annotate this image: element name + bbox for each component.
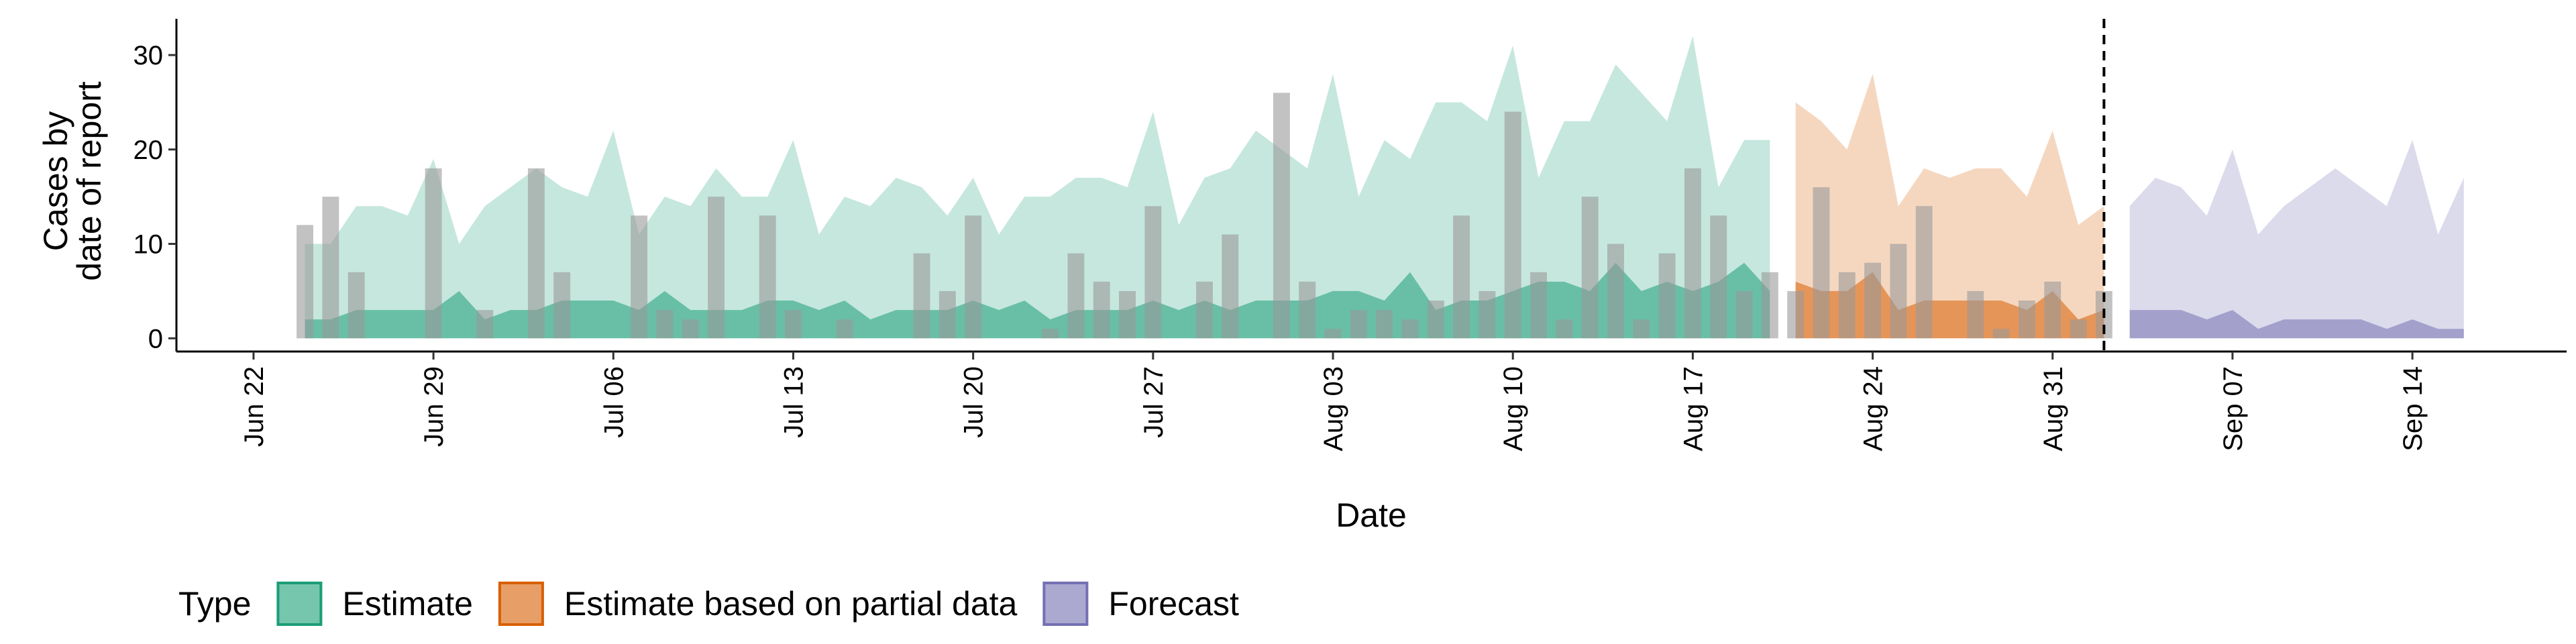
x-tick-label: Jul 27 [1139,366,1169,438]
bar [1324,329,1342,339]
bar [1376,310,1393,339]
bar [965,215,982,339]
bar [1119,290,1136,339]
bar [1504,111,1521,339]
legend-swatch [1042,582,1089,626]
x-tick-label: Jun 29 [419,366,449,447]
x-tick-label: Aug 17 [1678,366,1708,451]
bar [913,253,930,339]
bar [759,215,776,339]
legend-label: Forecast [1108,585,1239,623]
bar [1787,290,1805,339]
bar [1838,272,1856,339]
bar [1710,215,1727,339]
y-tick-label: 10 [133,230,164,260]
x-tick-label: Aug 31 [2039,366,2068,451]
bar [2019,301,2035,339]
legend-title: Type [178,585,251,623]
bar [1813,187,1830,339]
bar [2070,319,2087,339]
bar [1992,329,2010,339]
ribbon-inner [2129,310,2464,339]
x-tick-label: Jul 13 [779,366,808,438]
bar [1273,93,1290,339]
bar [836,319,853,339]
bar [553,272,571,339]
x-tick-label: Aug 24 [1859,366,1888,451]
ribbon-outer [305,36,1770,339]
bar [1556,319,1573,339]
bar [656,310,674,339]
x-tick-label: Sep 14 [2398,366,2428,451]
bar [322,197,339,339]
x-tick-label: Aug 10 [1499,366,1528,451]
legend-label: Estimate [342,585,473,623]
bar [1350,310,1367,339]
bar [476,310,494,339]
bar [631,215,648,339]
y-tick-label: 30 [133,41,164,70]
bar [1967,290,1984,339]
bar [1735,290,1753,339]
ribbon-outer [2129,140,2464,339]
x-tick-label: Jun 22 [239,366,269,447]
bar [1658,253,1676,339]
bar [347,272,365,339]
bar [2044,281,2061,339]
legend-swatch [276,582,323,626]
bar [1067,253,1085,339]
bar [1915,206,1933,339]
bar [1530,272,1547,339]
bar [1633,319,1650,339]
bar [1401,319,1419,339]
bar [527,168,545,339]
x-tick-label: Sep 07 [2218,366,2248,451]
y-tick-label: 0 [148,324,163,354]
y-tick-label: 20 [133,136,164,165]
bar [425,168,442,339]
legend-swatch [498,582,544,626]
bar [1299,281,1316,339]
bar [1581,197,1599,339]
bar [1042,329,1059,339]
bar [1890,244,1907,339]
bar [1427,301,1444,339]
y-axis-title: Cases by [37,111,74,251]
bar [1684,168,1701,339]
x-tick-label: Jul 06 [599,366,629,438]
bar [938,290,956,339]
bar [785,310,802,339]
y-axis-title: date of report [70,81,108,281]
bar [1479,290,1496,339]
bar [1453,215,1470,339]
bar [1607,244,1624,339]
bar [708,197,724,339]
x-tick-label: Aug 03 [1319,366,1348,451]
x-axis-title: Date [1336,496,1407,534]
bar [1093,281,1110,339]
bar [682,319,699,339]
bar [1864,262,1882,339]
x-tick-label: Jul 20 [959,366,989,438]
bar [1144,206,1162,339]
bar [297,225,314,339]
bar [1196,281,1213,339]
bar [1222,234,1239,339]
legend-label: Estimate based on partial data [564,585,1018,623]
bar [1761,272,1778,339]
